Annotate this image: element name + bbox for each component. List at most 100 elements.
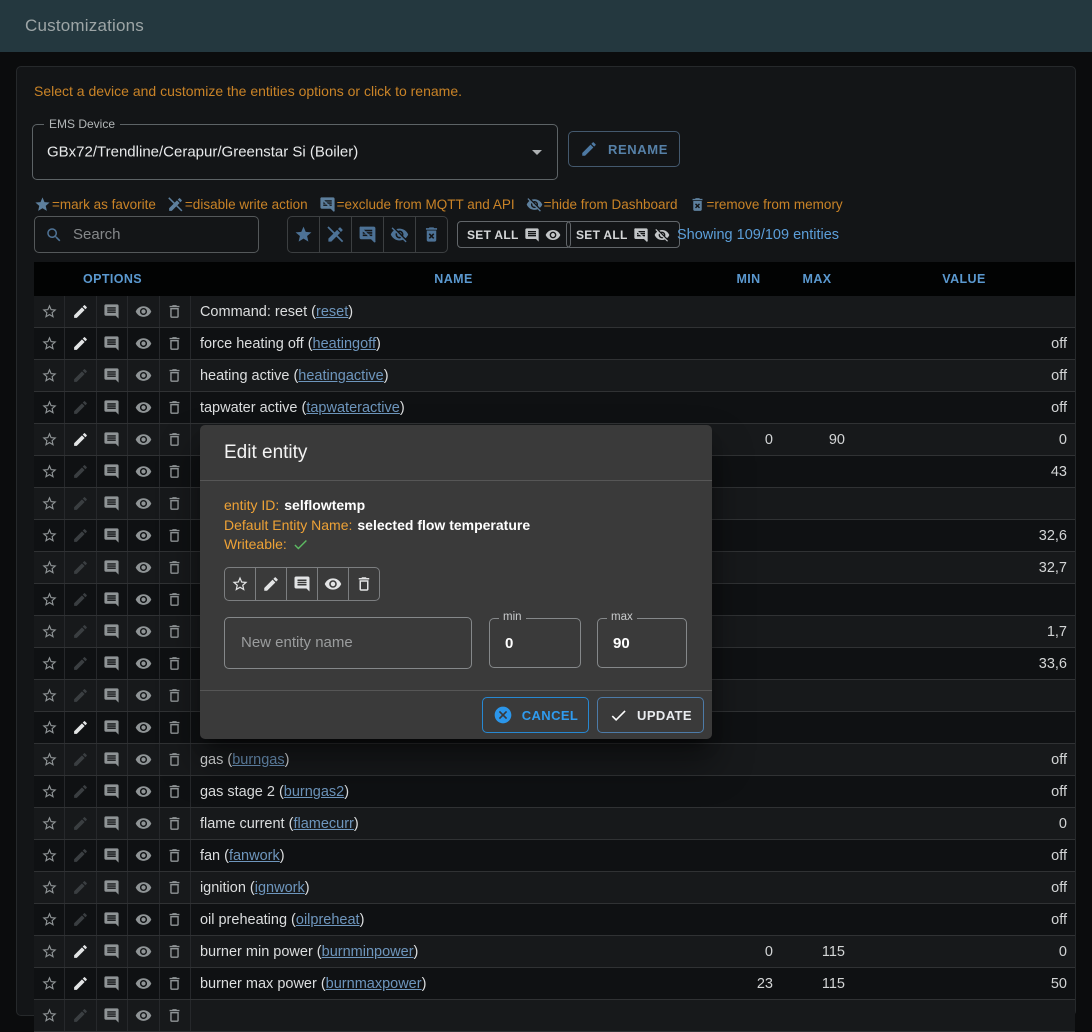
- entity-id-link[interactable]: tapwateractive: [306, 399, 400, 416]
- delete-toggle[interactable]: [160, 680, 191, 711]
- edit-toggle[interactable]: [65, 296, 97, 327]
- mqtt-toggle[interactable]: [97, 712, 129, 743]
- edit-toggle[interactable]: [65, 808, 97, 839]
- favorite-toggle[interactable]: [34, 680, 66, 711]
- delete-toggle[interactable]: [160, 776, 191, 807]
- delete-toggle[interactable]: [160, 360, 191, 391]
- mqtt-toggle[interactable]: [97, 1000, 129, 1031]
- dialog-favorite-toggle[interactable]: [225, 567, 256, 600]
- delete-toggle[interactable]: [160, 904, 191, 935]
- entity-id-link[interactable]: oilpreheat: [295, 911, 360, 928]
- edit-toggle[interactable]: [65, 488, 97, 519]
- visibility-toggle[interactable]: [128, 776, 160, 807]
- mqtt-toggle[interactable]: [97, 904, 129, 935]
- mqtt-toggle[interactable]: [97, 552, 129, 583]
- mqtt-toggle[interactable]: [97, 872, 129, 903]
- max-input[interactable]: [611, 618, 677, 669]
- delete-toggle[interactable]: [160, 424, 191, 455]
- delete-toggle[interactable]: [160, 648, 191, 679]
- delete-toggle[interactable]: [160, 392, 191, 423]
- favorite-toggle[interactable]: [34, 392, 66, 423]
- search-field[interactable]: [34, 216, 259, 253]
- favorite-toggle[interactable]: [34, 520, 66, 551]
- edit-toggle[interactable]: [65, 360, 97, 391]
- table-row[interactable]: gas (burngas) off: [34, 744, 1075, 776]
- table-row[interactable]: fan (fanwork) off: [34, 840, 1075, 872]
- visibility-toggle[interactable]: [128, 616, 160, 647]
- table-row[interactable]: oil preheating (oilpreheat) off: [34, 904, 1075, 936]
- mqtt-toggle[interactable]: [97, 392, 129, 423]
- entity-id-link[interactable]: burngas2: [283, 783, 345, 800]
- filter-hide-dashboard-toggle[interactable]: [384, 217, 416, 252]
- favorite-toggle[interactable]: [34, 840, 66, 871]
- edit-toggle[interactable]: [65, 968, 97, 999]
- visibility-toggle[interactable]: [128, 552, 160, 583]
- edit-toggle[interactable]: [65, 712, 97, 743]
- table-row[interactable]: tapwater active (tapwateractive) off: [34, 392, 1075, 424]
- filter-favorite-toggle[interactable]: [288, 217, 320, 252]
- rename-button[interactable]: RENAME: [568, 131, 680, 167]
- ems-device-select[interactable]: EMS Device GBx72/Trendline/Cerapur/Green…: [32, 117, 558, 180]
- set-all-visible-button[interactable]: SET ALL: [457, 221, 571, 248]
- visibility-toggle[interactable]: [128, 808, 160, 839]
- visibility-toggle[interactable]: [128, 968, 160, 999]
- favorite-toggle[interactable]: [34, 904, 66, 935]
- mqtt-toggle[interactable]: [97, 616, 129, 647]
- delete-toggle[interactable]: [160, 872, 191, 903]
- min-input[interactable]: [503, 618, 569, 669]
- favorite-toggle[interactable]: [34, 296, 66, 327]
- dialog-write-toggle[interactable]: [256, 567, 287, 600]
- visibility-toggle[interactable]: [128, 648, 160, 679]
- favorite-toggle[interactable]: [34, 808, 66, 839]
- delete-toggle[interactable]: [160, 456, 191, 487]
- entity-id-link[interactable]: burngas: [232, 751, 285, 768]
- visibility-toggle[interactable]: [128, 424, 160, 455]
- edit-toggle[interactable]: [65, 872, 97, 903]
- delete-toggle[interactable]: [160, 712, 191, 743]
- table-row[interactable]: Command: reset (reset): [34, 296, 1075, 328]
- favorite-toggle[interactable]: [34, 552, 66, 583]
- favorite-toggle[interactable]: [34, 616, 66, 647]
- mqtt-toggle[interactable]: [97, 840, 129, 871]
- edit-toggle[interactable]: [65, 776, 97, 807]
- visibility-toggle[interactable]: [128, 680, 160, 711]
- mqtt-toggle[interactable]: [97, 296, 129, 327]
- edit-toggle[interactable]: [65, 616, 97, 647]
- visibility-toggle[interactable]: [128, 456, 160, 487]
- table-row[interactable]: burner min power (burnminpower) 0 115 0: [34, 936, 1075, 968]
- edit-toggle[interactable]: [65, 648, 97, 679]
- mqtt-toggle[interactable]: [97, 456, 129, 487]
- delete-toggle[interactable]: [160, 520, 191, 551]
- table-row[interactable]: [34, 1000, 1075, 1032]
- delete-toggle[interactable]: [160, 296, 191, 327]
- favorite-toggle[interactable]: [34, 712, 66, 743]
- edit-toggle[interactable]: [65, 520, 97, 551]
- table-row[interactable]: ignition (ignwork) off: [34, 872, 1075, 904]
- table-row[interactable]: heating active (heatingactive) off: [34, 360, 1075, 392]
- favorite-toggle[interactable]: [34, 424, 66, 455]
- new-entity-name-input[interactable]: [239, 633, 457, 652]
- entity-id-link[interactable]: ignwork: [254, 879, 305, 896]
- dialog-visibility-toggle[interactable]: [318, 567, 349, 600]
- favorite-toggle[interactable]: [34, 488, 66, 519]
- delete-toggle[interactable]: [160, 584, 191, 615]
- entity-id-link[interactable]: burnmaxpower: [325, 975, 422, 992]
- edit-toggle[interactable]: [65, 552, 97, 583]
- mqtt-toggle[interactable]: [97, 328, 129, 359]
- visibility-toggle[interactable]: [128, 744, 160, 775]
- delete-toggle[interactable]: [160, 968, 191, 999]
- edit-toggle[interactable]: [65, 328, 97, 359]
- favorite-toggle[interactable]: [34, 648, 66, 679]
- favorite-toggle[interactable]: [34, 776, 66, 807]
- mqtt-toggle[interactable]: [97, 360, 129, 391]
- dialog-mqtt-toggle[interactable]: [287, 567, 318, 600]
- delete-toggle[interactable]: [160, 1000, 191, 1031]
- mqtt-toggle[interactable]: [97, 648, 129, 679]
- delete-toggle[interactable]: [160, 744, 191, 775]
- delete-toggle[interactable]: [160, 488, 191, 519]
- entity-id-link[interactable]: reset: [316, 303, 349, 320]
- favorite-toggle[interactable]: [34, 584, 66, 615]
- entity-id-link[interactable]: fanwork: [228, 847, 280, 864]
- edit-toggle[interactable]: [65, 904, 97, 935]
- entity-id-link[interactable]: flamecurr: [293, 815, 354, 832]
